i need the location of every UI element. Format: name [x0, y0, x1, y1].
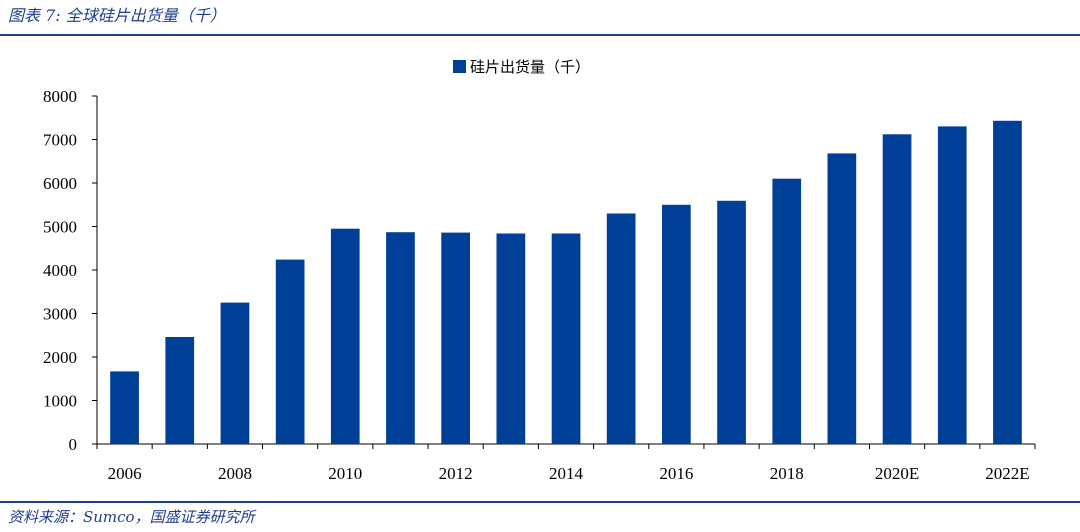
- x-tick-label: 2018: [770, 464, 804, 483]
- x-tick-label: 2014: [549, 464, 584, 483]
- bar-2013: [496, 233, 526, 444]
- top-rule: [0, 34, 1080, 36]
- bar-2015: [606, 213, 636, 444]
- legend-swatch: [453, 60, 466, 73]
- bar-2016: [662, 204, 691, 445]
- bar-2022E: [993, 120, 1022, 445]
- x-tick-label: 2016: [659, 464, 693, 483]
- bottom-rule: [0, 501, 1080, 503]
- bar-2006: [110, 371, 139, 444]
- y-tick-label: 2000: [43, 348, 77, 367]
- y-tick-label: 4000: [43, 261, 77, 280]
- bar-2008: [220, 302, 250, 444]
- y-tick-label: 5000: [43, 218, 77, 237]
- x-tick-label: 2020E: [875, 464, 919, 483]
- y-tick-label: 8000: [43, 87, 77, 106]
- bar-2021E: [937, 126, 967, 445]
- bar-chart: 硅片出货量（千） 0 1000 2000 3000 4000 5000 6000 7000 80…: [43, 58, 1036, 483]
- bar-2010: [330, 228, 360, 444]
- y-tick-label: 1000: [43, 392, 77, 411]
- x-axis-ticks: 2006 2008 2010 2012 2014 2016 2018 2020E 2022E: [96, 444, 1036, 483]
- legend-label: 硅片出货量（千）: [470, 58, 590, 76]
- y-axis-ticks: 0 1000 2000 3000 4000 5000 6000 7000 8000: [43, 87, 97, 454]
- x-tick-label: 2012: [439, 464, 473, 483]
- y-tick-label: 3000: [43, 305, 77, 324]
- bar-2019: [827, 153, 857, 444]
- bar-2018: [772, 178, 802, 444]
- x-tick-label: 2022E: [985, 464, 1029, 483]
- x-tick-label: 2008: [218, 464, 252, 483]
- figure-caption: 图表 7: 全球硅片出货量（千）: [8, 6, 226, 25]
- bar-2020E: [882, 134, 912, 445]
- y-tick-label: 7000: [43, 131, 77, 150]
- bars: [110, 120, 1022, 445]
- y-tick-label: 0: [69, 435, 78, 454]
- bar-2014: [551, 233, 581, 444]
- y-tick-label: 6000: [43, 174, 77, 193]
- bar-2011: [386, 232, 415, 444]
- x-tick-label: 2010: [328, 464, 362, 483]
- x-tick-label: 2006: [108, 464, 142, 483]
- bar-2009: [275, 259, 305, 444]
- source-note: 资料来源：Sumco，国盛证券研究所: [8, 508, 255, 526]
- bar-2012: [441, 232, 470, 444]
- bar-2007: [165, 337, 195, 444]
- bar-2017: [717, 200, 746, 444]
- legend: 硅片出货量（千）: [453, 58, 590, 76]
